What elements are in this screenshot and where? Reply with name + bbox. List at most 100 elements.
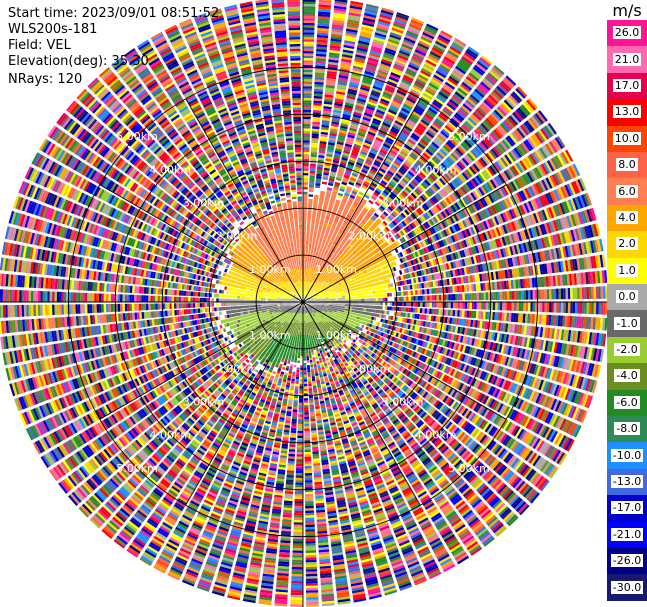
ppi-gate (353, 310, 357, 313)
ppi-gate (352, 65, 364, 71)
ppi-gate (324, 92, 334, 96)
ppi-gate (395, 92, 406, 99)
ppi-gate (345, 203, 351, 208)
ppi-gate (314, 74, 325, 78)
ppi-gate (364, 139, 372, 145)
ppi-gate (331, 193, 337, 197)
ppi-gate (323, 205, 328, 209)
ppi-gate (320, 190, 326, 194)
ppi-gate (375, 305, 378, 310)
ppi-gate (305, 250, 308, 253)
ppi-gate (415, 302, 418, 307)
ppi-gate (445, 286, 449, 293)
ppi-gate (303, 130, 311, 134)
ppi-gate (358, 91, 369, 96)
ppi-gate (373, 83, 384, 89)
ppi-gate (337, 170, 344, 175)
ppi-gate (411, 17, 425, 25)
ppi-gate (327, 206, 333, 211)
ppi-gate (346, 93, 357, 98)
ppi-gate (350, 175, 357, 180)
ppi-gate (331, 303, 334, 305)
ppi-gate (426, 23, 439, 31)
ppi-gate (308, 272, 311, 275)
ppi-gate (326, 226, 331, 230)
ppi-gate (358, 289, 361, 293)
ppi-gate (350, 288, 354, 292)
ppi-gate (325, 230, 330, 234)
ppi-gate (335, 95, 345, 100)
ppi-gate (328, 300, 332, 302)
ppi-gate (457, 293, 461, 301)
ppi-gate (390, 72, 401, 79)
ppi-gate (303, 27, 315, 31)
ppi-gate (311, 131, 320, 134)
ppi-gate (502, 291, 505, 300)
ppi-gate (384, 288, 387, 293)
ppi-gate (315, 274, 318, 278)
ppi-gate (558, 288, 562, 300)
ppi-gate (308, 203, 313, 207)
ppi-gate (579, 287, 583, 300)
ppi-gate (306, 291, 309, 294)
ppi-gate (567, 302, 571, 314)
ppi-gate (553, 302, 557, 313)
ppi-gate (346, 23, 359, 29)
ppi-gate (313, 261, 316, 264)
ppi-gate (334, 181, 341, 186)
ppi-gate (349, 81, 359, 87)
ppi-gate (374, 139, 383, 145)
ppi-gate (332, 114, 341, 118)
ppi-gate (460, 293, 463, 301)
ppi-gate (312, 265, 315, 269)
ppi-gate (356, 307, 359, 311)
ppi-gate (330, 171, 337, 175)
ppi-gate (431, 308, 435, 315)
ppi-gate (330, 304, 334, 307)
ppi-gate (532, 302, 536, 312)
ppi-gate (341, 199, 347, 203)
ppi-gate (333, 289, 337, 292)
ppi-gate (310, 229, 314, 233)
ppi-gate (361, 26, 373, 32)
ppi-gate (324, 96, 334, 101)
ppi-gate (348, 159, 356, 164)
ppi-gate (324, 220, 329, 224)
ppi-gate (352, 296, 355, 299)
ppi-gate (377, 132, 386, 139)
ppi-gate (373, 141, 382, 147)
ppi-gate (334, 0, 348, 3)
ppi-gate (381, 58, 393, 65)
ppi-gate (350, 177, 357, 182)
ppi-gate (329, 309, 333, 312)
ppi-gate (516, 302, 519, 311)
ppi-gate (321, 304, 324, 306)
ppi-gate (312, 213, 316, 217)
ppi-gate (359, 125, 368, 131)
ppi-gate (303, 187, 308, 190)
ppi-gate (343, 42, 355, 47)
ppi-gate (343, 150, 350, 155)
ppi-gate (329, 132, 337, 137)
ppi-gate (309, 170, 316, 174)
ppi-gate (327, 251, 331, 255)
ppi-gate (312, 128, 320, 132)
ppi-gate (356, 161, 363, 167)
ppi-gate (303, 295, 304, 298)
ppi-gate (357, 95, 367, 101)
ppi-gate (320, 134, 328, 138)
ppi-gate (303, 245, 306, 249)
ppi-gate (544, 302, 547, 313)
ppi-gate (457, 302, 461, 309)
ppi-gate (363, 305, 367, 308)
ppi-gate (317, 25, 330, 29)
ppi-gate (518, 290, 522, 300)
ppi-gate (325, 85, 335, 89)
ppi-gate (341, 291, 345, 294)
ppi-gate (436, 294, 440, 301)
ppi-gate (434, 295, 437, 301)
ppi-gate (317, 27, 329, 32)
ppi-gate (309, 182, 315, 186)
ppi-gate (316, 269, 319, 273)
ppi-gate (308, 187, 314, 190)
